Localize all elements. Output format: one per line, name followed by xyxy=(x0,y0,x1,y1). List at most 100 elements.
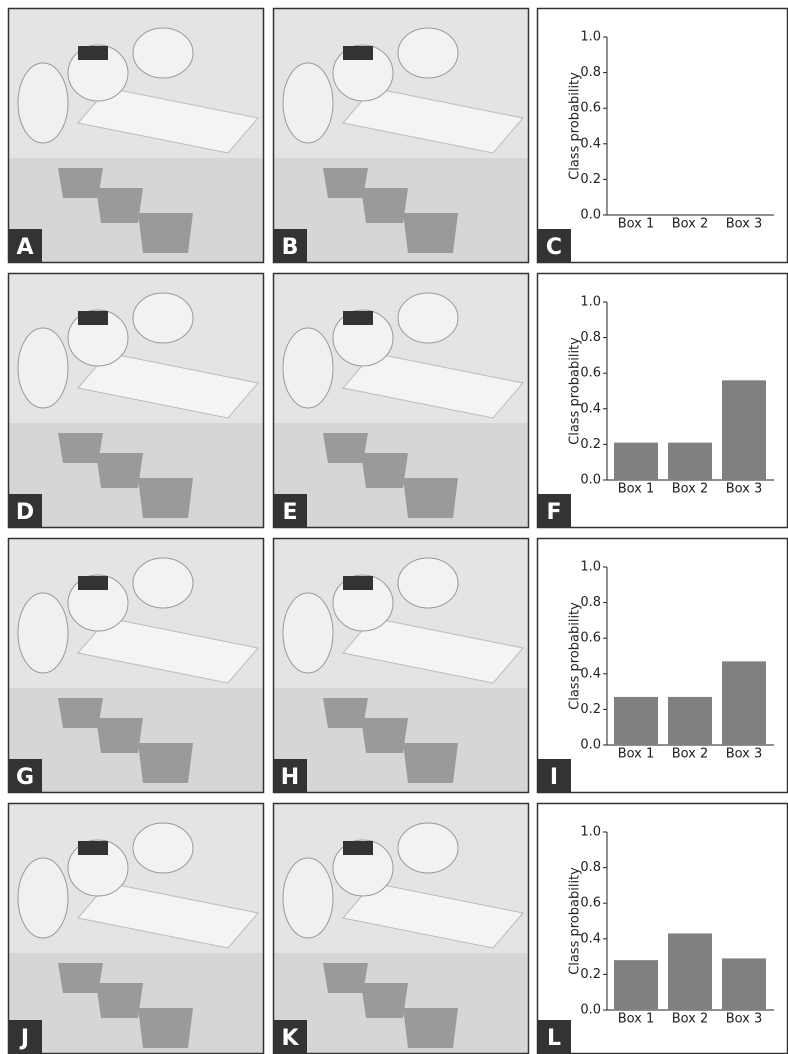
label-badge xyxy=(537,759,571,793)
photo-panel: D xyxy=(7,272,265,529)
label-badge xyxy=(537,1020,571,1054)
y-tick-label: 0.6 xyxy=(580,101,601,116)
photo-panel: G xyxy=(7,537,265,794)
photo-panel: B xyxy=(272,7,530,264)
label-badge xyxy=(8,229,42,263)
label-badge xyxy=(8,759,42,793)
bar xyxy=(722,661,766,745)
panel-label: I xyxy=(550,765,558,790)
panel-label: G xyxy=(16,765,34,790)
y-tick-label: 0.4 xyxy=(580,931,601,946)
photo xyxy=(8,273,264,528)
x-tick-label: Box 1 xyxy=(618,1012,655,1027)
panel-border xyxy=(272,7,530,264)
panel-label: A xyxy=(16,235,33,260)
panel-viewport xyxy=(8,8,264,263)
y-axis-title: Class probability xyxy=(568,867,583,975)
panel-viewport xyxy=(8,803,264,1054)
panel-label: B xyxy=(282,235,299,260)
x-tick-label: Box 1 xyxy=(618,747,655,762)
y-tick-label: 1.0 xyxy=(580,30,601,45)
panel-label: J xyxy=(19,1026,29,1051)
panel-border xyxy=(272,272,530,529)
y-tick-label: 0.0 xyxy=(580,738,601,753)
chart-panel: Class probability 0.0 0.2 0.4 0.6 0.8 1.0 Box 1… xyxy=(536,802,788,1054)
photo-panel: H xyxy=(272,537,530,794)
panel-label: C xyxy=(546,235,562,260)
photo xyxy=(8,538,264,793)
panel-label: L xyxy=(547,1026,561,1051)
panel-viewport xyxy=(8,273,264,528)
y-tick-label: 0.6 xyxy=(580,366,601,381)
bar xyxy=(668,696,712,745)
panel-label: H xyxy=(281,765,299,790)
label-badge xyxy=(8,1020,42,1054)
y-tick-label: 0.8 xyxy=(580,860,601,875)
panel-viewport xyxy=(273,273,529,528)
y-tick-label: 0.2 xyxy=(580,702,601,717)
y-tick-label: 0.0 xyxy=(580,208,601,223)
x-tick-label: Box 2 xyxy=(672,482,709,497)
photos: A B D E G H J K xyxy=(7,7,530,1054)
label-badge xyxy=(273,759,307,793)
y-tick-label: 0.8 xyxy=(580,65,601,80)
photo xyxy=(8,8,264,263)
y-axis-title: Class probability xyxy=(568,337,583,445)
bar xyxy=(668,442,712,480)
photo xyxy=(273,803,529,1054)
label-badge xyxy=(273,494,307,528)
label-badge xyxy=(8,494,42,528)
x-tick-label: Box 3 xyxy=(726,747,763,762)
x-tick-label: Box 2 xyxy=(672,1012,709,1027)
y-tick-label: 0.4 xyxy=(580,666,601,681)
photo xyxy=(273,8,529,263)
panel-border xyxy=(272,537,530,794)
y-tick-label: 0.4 xyxy=(580,136,601,151)
y-tick-label: 0.0 xyxy=(580,1003,601,1018)
x-tick-label: Box 1 xyxy=(618,217,655,232)
bar xyxy=(614,442,658,480)
panel-border xyxy=(7,272,265,529)
y-tick-label: 1.0 xyxy=(580,825,601,840)
panel-label: K xyxy=(281,1026,299,1051)
x-tick-label: Box 3 xyxy=(726,482,763,497)
y-tick-label: 0.8 xyxy=(580,330,601,345)
photo xyxy=(273,538,529,793)
y-tick-label: 0.8 xyxy=(580,595,601,610)
y-tick-label: 0.2 xyxy=(580,437,601,452)
y-tick-label: 0.6 xyxy=(580,631,601,646)
photo-panel: J xyxy=(7,802,265,1054)
chart-panel: Class probability 0.0 0.2 0.4 0.6 0.8 1.0 Box 1… xyxy=(536,272,788,529)
y-tick-label: 0.4 xyxy=(580,401,601,416)
x-tick-label: Box 2 xyxy=(672,747,709,762)
x-tick-label: Box 1 xyxy=(618,482,655,497)
bar xyxy=(722,958,766,1010)
panel-label: D xyxy=(16,500,34,525)
y-tick-label: 0.2 xyxy=(580,172,601,187)
chart-panel: Class probability 0.0 0.2 0.4 0.6 0.8 1.0 Box 1… xyxy=(536,7,788,264)
y-axis-title: Class probability xyxy=(568,72,583,180)
y-tick-label: 0.2 xyxy=(580,967,601,982)
bar xyxy=(614,960,658,1010)
panel-viewport xyxy=(273,803,529,1054)
label-badge xyxy=(273,1020,307,1054)
panel-viewport xyxy=(273,538,529,793)
panel-border xyxy=(7,7,265,264)
panel-label: E xyxy=(282,500,297,525)
y-tick-label: 0.0 xyxy=(580,473,601,488)
bar xyxy=(614,696,658,745)
label-badge xyxy=(537,494,571,528)
panel-viewport xyxy=(273,8,529,263)
photo-panel: A xyxy=(7,7,265,264)
photo xyxy=(8,803,264,1054)
label-badge xyxy=(537,229,571,263)
x-tick-label: Box 3 xyxy=(726,1012,763,1027)
photo-panel: K xyxy=(272,802,530,1054)
chart-panel: Class probability 0.0 0.2 0.4 0.6 0.8 1.0 Box 1… xyxy=(536,537,788,794)
y-axis-title: Class probability xyxy=(568,602,583,710)
x-tick-label: Box 3 xyxy=(726,217,763,232)
photo-panel: E xyxy=(272,272,530,529)
panel-border xyxy=(7,537,265,794)
y-tick-label: 0.6 xyxy=(580,896,601,911)
panel-label: F xyxy=(546,500,561,525)
